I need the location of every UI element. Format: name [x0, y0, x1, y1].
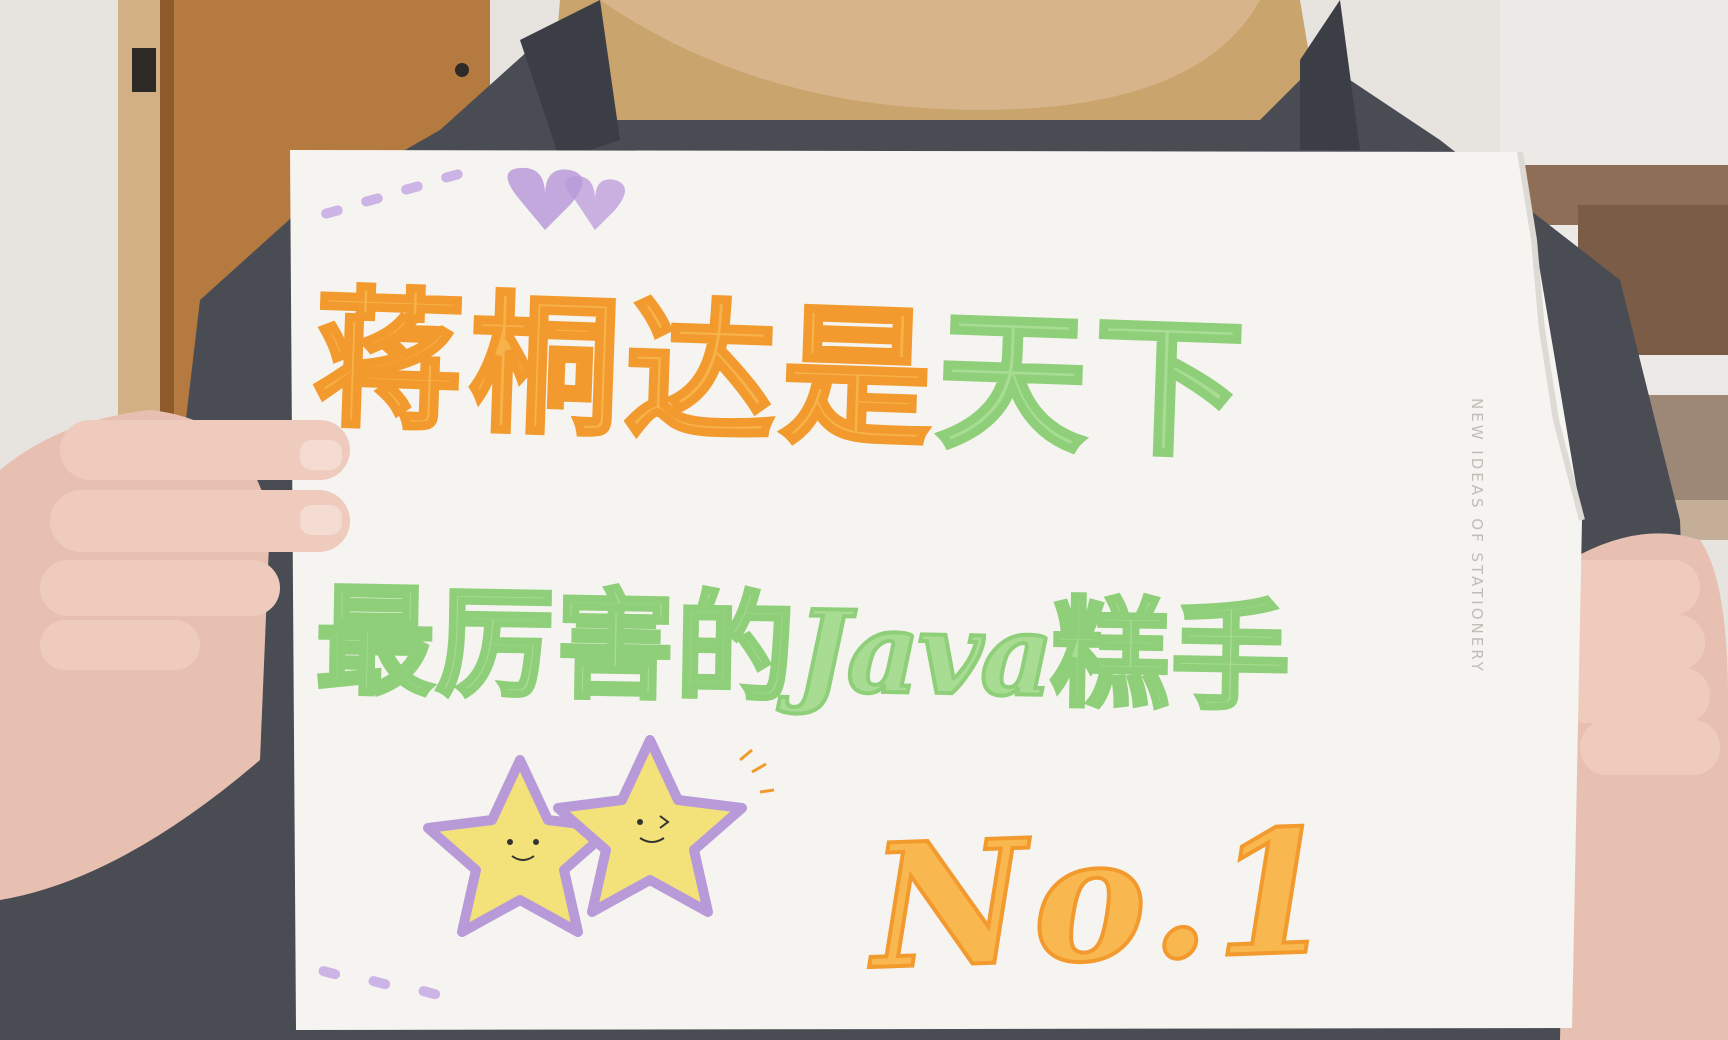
sign-line-2-a: 最厉害的 — [313, 570, 799, 720]
sign-line-1-orange: 蒋桐达是 — [309, 271, 943, 471]
sign-line-2-c: 糕手 — [1048, 583, 1294, 729]
sign-line-2-b: Java — [793, 584, 1054, 723]
sign-line-1-green: 天下 — [932, 293, 1254, 482]
dash-doodles — [318, 169, 463, 1000]
star-doodles — [423, 735, 775, 937]
heart-doodles — [507, 167, 625, 230]
left-sleeve — [0, 760, 280, 1040]
sign-line-3: No.1 — [866, 790, 1344, 1010]
paper-brand-text: NEW IDEAS OF STATIONERY — [1468, 398, 1486, 674]
sign-line-1: 蒋桐达是天下 — [309, 238, 1255, 488]
sign-line-2: 最厉害的Java糕手 — [313, 545, 1295, 733]
